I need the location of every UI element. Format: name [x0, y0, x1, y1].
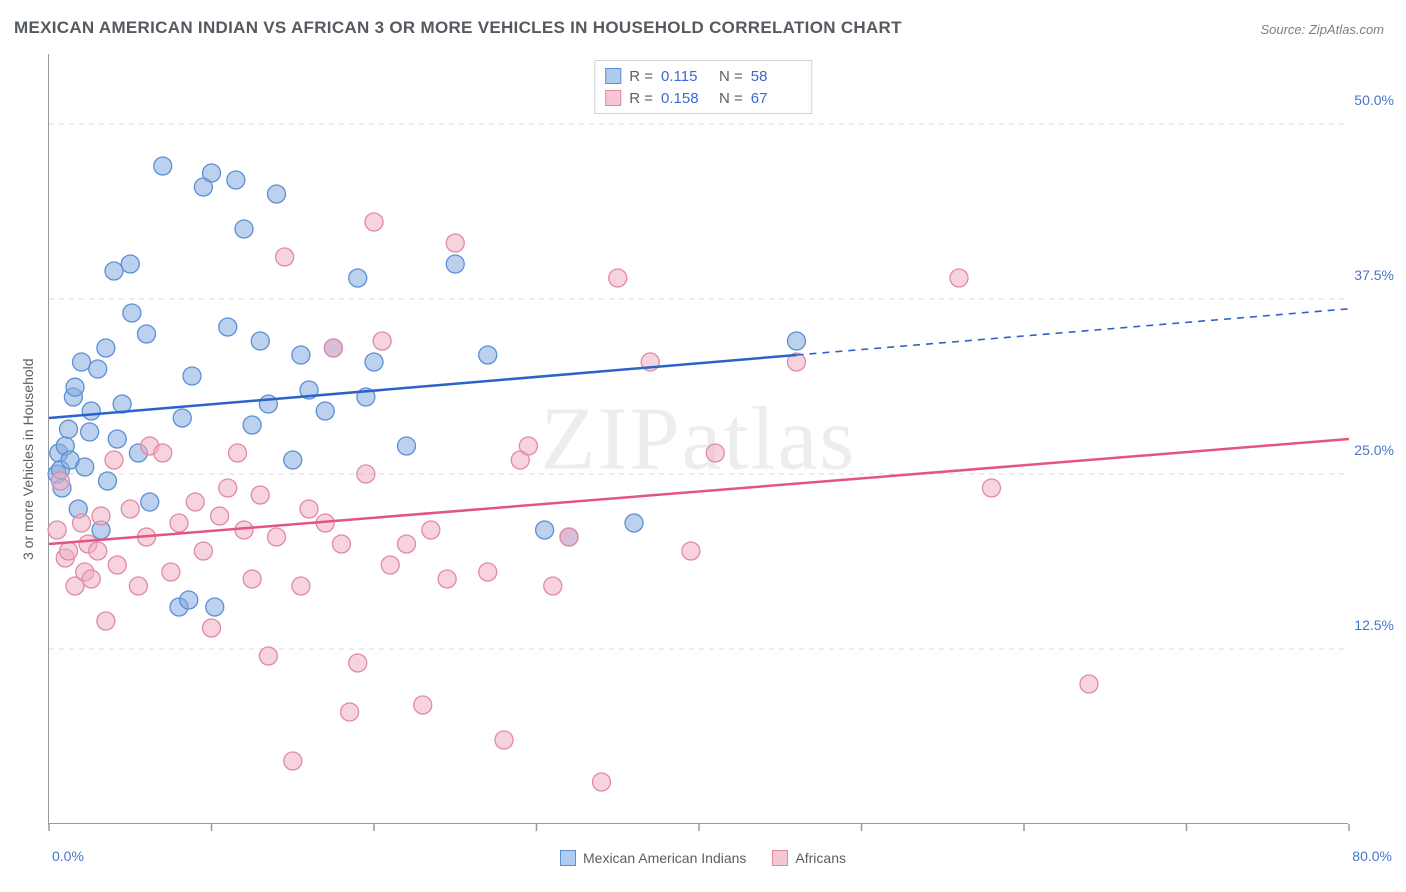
n-label-1: N = — [719, 68, 743, 85]
y-tick-label-37: 37.5% — [1354, 267, 1394, 283]
n-label-2: N = — [719, 90, 743, 107]
swatch-blue — [605, 68, 621, 84]
y-tick-label-25: 25.0% — [1354, 442, 1394, 458]
plot-area: ZIPatlas — [48, 54, 1348, 824]
r-value-2: 0.158 — [661, 90, 711, 107]
x-tick-label-80: 80.0% — [1352, 848, 1392, 864]
y-tick-label-50: 50.0% — [1354, 92, 1394, 108]
legend-swatch-blue — [560, 850, 576, 866]
r-label-1: R = — [629, 68, 653, 85]
r-label-2: R = — [629, 90, 653, 107]
stats-row-1: R = 0.115 N = 58 — [605, 65, 801, 87]
legend-bottom: Mexican American Indians Africans — [560, 850, 846, 866]
source-attribution: Source: ZipAtlas.com — [1260, 22, 1384, 37]
legend-label-1: Mexican American Indians — [583, 850, 746, 866]
x-tick-label-0: 0.0% — [52, 848, 84, 864]
r-value-1: 0.115 — [661, 68, 711, 85]
stats-row-2: R = 0.158 N = 67 — [605, 87, 801, 109]
legend-label-2: Africans — [795, 850, 846, 866]
swatch-pink — [605, 90, 621, 106]
y-axis-title: 3 or more Vehicles in Household — [20, 358, 36, 560]
chart-svg — [49, 54, 1349, 824]
y-tick-label-12: 12.5% — [1354, 617, 1394, 633]
legend-swatch-pink — [772, 850, 788, 866]
n-value-2: 67 — [751, 90, 801, 107]
stats-box: R = 0.115 N = 58 R = 0.158 N = 67 — [594, 60, 812, 114]
chart-title: MEXICAN AMERICAN INDIAN VS AFRICAN 3 OR … — [14, 18, 902, 38]
legend-item-2: Africans — [772, 850, 846, 866]
n-value-1: 58 — [751, 68, 801, 85]
legend-item-1: Mexican American Indians — [560, 850, 746, 866]
